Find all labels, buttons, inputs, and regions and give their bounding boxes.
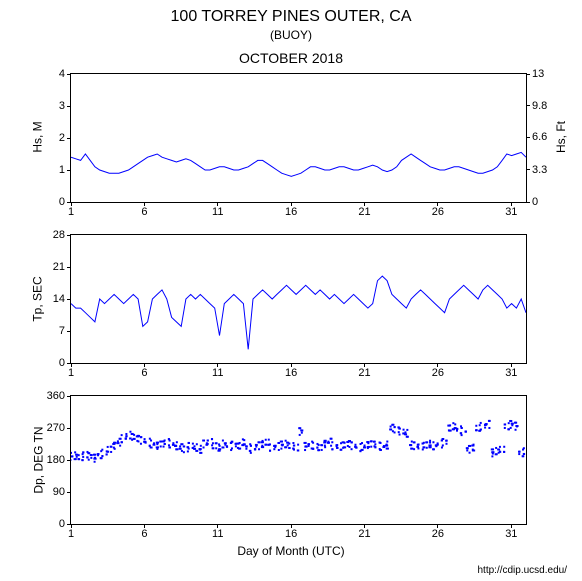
tick-mark [67, 492, 71, 493]
tick-mark [67, 74, 71, 75]
tick-mark [437, 202, 438, 206]
xtick: 1 [68, 528, 74, 540]
xlabel: Day of Month (UTC) [0, 544, 582, 558]
ytick: 14 [53, 293, 65, 305]
tick-mark [291, 524, 292, 528]
tick-mark [217, 524, 218, 528]
tick-mark [511, 363, 512, 367]
ytick: 3 [59, 100, 65, 112]
xtick: 26 [432, 528, 444, 540]
xtick: 6 [141, 528, 147, 540]
tick-mark [437, 524, 438, 528]
ytick: 360 [47, 390, 65, 402]
tick-mark [364, 524, 365, 528]
xtick: 11 [212, 528, 223, 540]
ytick: 270 [47, 422, 65, 434]
title-period: OCTOBER 2018 [0, 50, 582, 66]
xtick: 21 [358, 206, 370, 218]
tick-mark [526, 202, 530, 203]
xtick: 31 [505, 206, 517, 218]
tick-mark [67, 235, 71, 236]
ytick: 7 [59, 325, 65, 337]
ytick: 180 [47, 454, 65, 466]
ytick: 0 [59, 518, 65, 530]
tick-mark [526, 137, 530, 138]
tick-mark [144, 363, 145, 367]
tick-mark [217, 363, 218, 367]
ylabel-hs-m: Hs, M [31, 121, 45, 152]
xtick: 16 [285, 206, 297, 218]
chart-hs-plot [71, 74, 526, 202]
tick-mark [67, 299, 71, 300]
xtick: 1 [68, 206, 74, 218]
ylabel-tp: Tp, SEC [31, 276, 45, 321]
tick-mark [71, 363, 72, 367]
tick-mark [526, 105, 530, 106]
ytick-right: 0 [532, 196, 538, 208]
chart-hs: 01234 03.36.69.813 161116212631 [70, 73, 527, 203]
ytick-right: 9.8 [532, 100, 547, 112]
tick-mark [291, 202, 292, 206]
xtick: 6 [141, 206, 147, 218]
ytick: 2 [59, 132, 65, 144]
tick-mark [67, 331, 71, 332]
ytick: 0 [59, 357, 65, 369]
tick-mark [526, 169, 530, 170]
xtick: 21 [358, 528, 370, 540]
xtick: 26 [432, 206, 444, 218]
tick-mark [217, 202, 218, 206]
title-subtitle: (BUOY) [0, 28, 582, 42]
ytick: 90 [53, 486, 65, 498]
chart-dp-plot [71, 396, 526, 524]
xtick: 11 [212, 367, 223, 379]
tick-mark [67, 428, 71, 429]
tick-mark [67, 267, 71, 268]
tick-mark [67, 106, 71, 107]
ytick: 1 [59, 164, 65, 176]
chart-tp: 07142128 161116212631 [70, 234, 527, 364]
footer-url: http://cdip.ucsd.edu/ [477, 565, 567, 576]
xtick: 11 [212, 206, 223, 218]
ytick-right: 6.6 [532, 131, 547, 143]
tick-mark [364, 202, 365, 206]
xtick: 6 [141, 367, 147, 379]
ytick: 4 [59, 68, 65, 80]
tick-mark [364, 363, 365, 367]
xtick: 16 [285, 367, 297, 379]
xtick: 31 [505, 367, 517, 379]
ytick: 21 [53, 261, 65, 273]
xtick: 31 [505, 528, 517, 540]
tick-mark [437, 363, 438, 367]
title-main: 100 TORREY PINES OUTER, CA [0, 8, 582, 26]
ytick-right: 13 [532, 68, 544, 80]
tick-mark [71, 202, 72, 206]
tick-mark [71, 524, 72, 528]
ylabel-dp: Dp, DEG TN [32, 426, 46, 493]
ytick-right: 3.3 [532, 164, 547, 176]
tick-mark [291, 363, 292, 367]
tick-mark [144, 524, 145, 528]
tick-mark [67, 138, 71, 139]
xtick: 26 [432, 367, 444, 379]
tick-mark [144, 202, 145, 206]
tick-mark [511, 524, 512, 528]
ytick: 0 [59, 196, 65, 208]
tick-mark [67, 396, 71, 397]
tick-mark [67, 460, 71, 461]
xtick: 16 [285, 528, 297, 540]
ytick: 28 [53, 229, 65, 241]
xtick: 21 [358, 367, 370, 379]
tick-mark [511, 202, 512, 206]
tick-mark [67, 170, 71, 171]
chart-container: 100 TORREY PINES OUTER, CA (BUOY) OCTOBE… [0, 0, 582, 581]
chart-dp: 090180270360 161116212631 [70, 395, 527, 525]
tick-mark [526, 74, 530, 75]
ylabel-hs-ft: Hs, Ft [554, 121, 568, 153]
chart-tp-plot [71, 235, 526, 363]
xtick: 1 [68, 367, 74, 379]
